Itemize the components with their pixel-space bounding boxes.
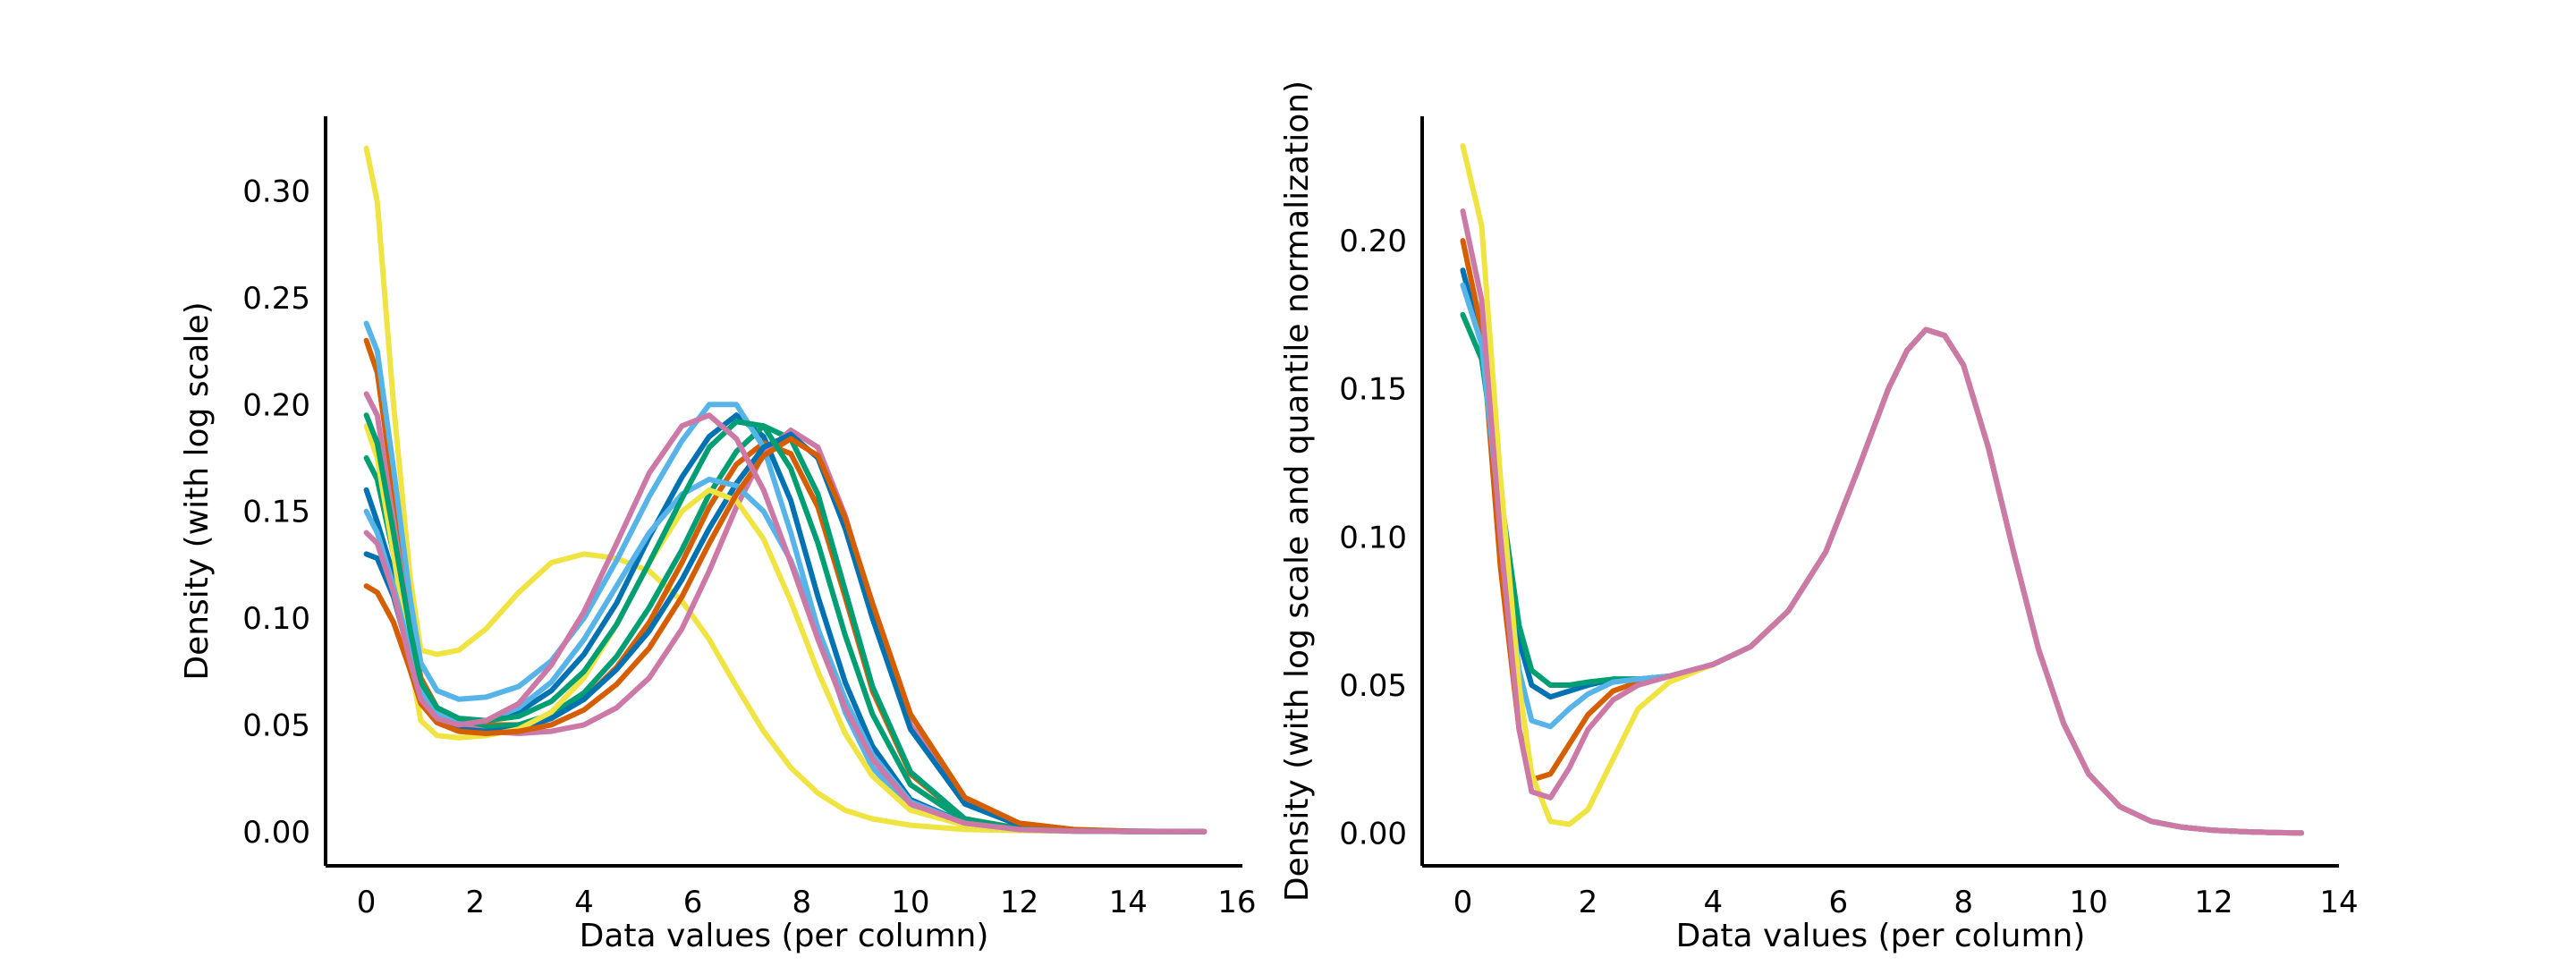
y-axis-label: Density (with log scale and quantile nor…: [1279, 80, 1316, 902]
x-tick-label: 0: [357, 885, 377, 920]
density-series-line: [363, 320, 1208, 835]
y-tick-label: 0.20: [242, 387, 310, 423]
y-tick-label: 0.05: [242, 708, 310, 743]
x-axis-label: Data values (per column): [1676, 918, 2086, 954]
x-tick-label: 10: [891, 885, 929, 920]
density-series-line: [1460, 282, 2304, 836]
y-tick-label: 0.30: [242, 174, 310, 210]
y-tick-label: 0.20: [1339, 224, 1407, 259]
x-tick-label: 14: [2319, 885, 2358, 920]
left-density-plot: 0 2 4 6 8 10 12 14 16 0.00 0.05 0.10 0.15 0.20 0.25 0.3…: [179, 116, 1257, 954]
density-series-line: [363, 423, 1208, 835]
x-tick-label: 2: [465, 885, 485, 920]
x-tick-label: 8: [1953, 885, 1973, 920]
y-tick-label: 0.00: [242, 815, 310, 851]
x-tick-label: 12: [2194, 885, 2233, 920]
density-series-line: [1460, 267, 2304, 836]
y-tick-label: 0.15: [242, 495, 310, 530]
y-tick-label: 0.10: [1339, 520, 1407, 555]
right-density-plot: 0 2 4 6 8 10 12 14 0.00 0.05 0.10 0.15 0.20 Data valu…: [1279, 80, 2359, 954]
x-tick-label: 6: [1828, 885, 1848, 920]
y-tick-label: 0.25: [242, 281, 310, 317]
density-series-line: [1460, 238, 2304, 836]
x-tick-label: 12: [1000, 885, 1038, 920]
x-tick-label: 16: [1217, 885, 1256, 920]
density-series-line: [363, 436, 1208, 835]
density-series-line: [1460, 208, 2304, 836]
x-tick-label: 4: [1704, 885, 1724, 920]
y-tick-label: 0.10: [242, 601, 310, 637]
y-tick-label: 0.00: [1339, 817, 1407, 852]
y-axis-label: Density (with log scale): [179, 301, 216, 680]
x-tick-label: 10: [2070, 885, 2108, 920]
x-tick-label: 6: [683, 885, 703, 920]
x-axis-label: Data values (per column): [580, 918, 989, 954]
x-tick-label: 8: [792, 885, 811, 920]
density-series-line: [363, 476, 1208, 835]
x-tick-label: 0: [1453, 885, 1473, 920]
density-series-line: [1460, 311, 2304, 836]
x-tick-label: 2: [1579, 885, 1598, 920]
x-tick-label: 4: [574, 885, 594, 920]
y-tick-label: 0.15: [1339, 372, 1407, 408]
density-series-line: [363, 412, 1208, 835]
y-tick-label: 0.05: [1339, 668, 1407, 704]
x-tick-label: 14: [1109, 885, 1148, 920]
density-series-line: [363, 412, 1208, 835]
